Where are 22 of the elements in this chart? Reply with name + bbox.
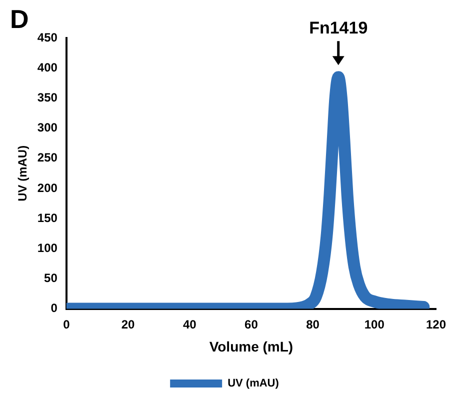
y-tick-label: 450 [37, 30, 58, 44]
x-tick-label: 0 [63, 317, 70, 332]
y-tick-label: 300 [37, 120, 58, 135]
x-tick-label: 60 [244, 317, 258, 332]
y-tick-label: 50 [44, 271, 58, 286]
x-axis-title: Volume (mL) [209, 338, 294, 354]
x-tick-label: 40 [182, 317, 197, 332]
x-tick-label: 80 [306, 317, 320, 332]
y-tick-label: 100 [37, 240, 58, 255]
y-tick-label: 400 [37, 60, 58, 74]
y-axis-title: UV (mAU) [16, 145, 30, 202]
y-tick-label: 200 [37, 180, 58, 195]
y-tick-label: 350 [37, 90, 58, 104]
y-tick-label: 150 [37, 210, 58, 225]
x-tick-label: 20 [121, 317, 136, 332]
text: D [10, 4, 29, 34]
legend-label: UV (mAU) [228, 378, 280, 390]
annotation: Fn1419 [309, 18, 368, 38]
y-tick-label: 250 [37, 150, 58, 165]
x-tick-label: 120 [426, 317, 446, 332]
x-tick-label: 100 [364, 317, 385, 332]
y-tick-label: 0 [50, 301, 58, 316]
